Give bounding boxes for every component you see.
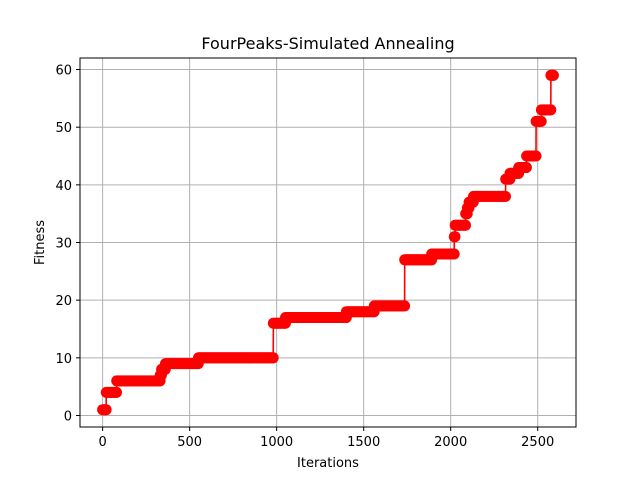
- data-point: [448, 248, 460, 260]
- y-tick-label: 20: [55, 294, 72, 309]
- data-point: [399, 300, 411, 312]
- data-point: [111, 386, 122, 398]
- x-tick-label: 2000: [434, 435, 467, 450]
- data-point: [460, 219, 471, 231]
- grid: [80, 58, 576, 427]
- data-point: [547, 69, 559, 81]
- y-tick-label: 10: [55, 352, 72, 367]
- data-point: [267, 352, 279, 364]
- data-point: [545, 104, 557, 116]
- data-point: [520, 162, 532, 173]
- y-tick-label: 60: [55, 64, 72, 79]
- x-tick-label: 0: [98, 435, 106, 450]
- y-tick-label: 40: [55, 179, 72, 194]
- y-tick-label: 30: [55, 237, 72, 252]
- series-fitness: [97, 69, 559, 416]
- y-axis-label: Fitness: [33, 220, 48, 265]
- x-tick-label: 1500: [347, 435, 380, 450]
- chart-title: FourPeaks-Simulated Annealing: [201, 34, 454, 53]
- data-point: [535, 115, 547, 127]
- y-tick-label: 0: [64, 409, 72, 424]
- y-tick-label: 50: [55, 121, 72, 136]
- data-point: [500, 190, 511, 202]
- x-tick-label: 2500: [521, 435, 554, 450]
- x-tick-label: 1000: [260, 435, 293, 450]
- data-point: [530, 150, 542, 162]
- axis-ticks: 0 500 1000 1500 2000 2500 0 10 20 30 40 50 60: [55, 64, 554, 450]
- data-point: [100, 404, 112, 416]
- x-tick-label: 500: [177, 435, 202, 450]
- data-point: [449, 231, 461, 243]
- x-axis-label: Iterations: [297, 456, 359, 471]
